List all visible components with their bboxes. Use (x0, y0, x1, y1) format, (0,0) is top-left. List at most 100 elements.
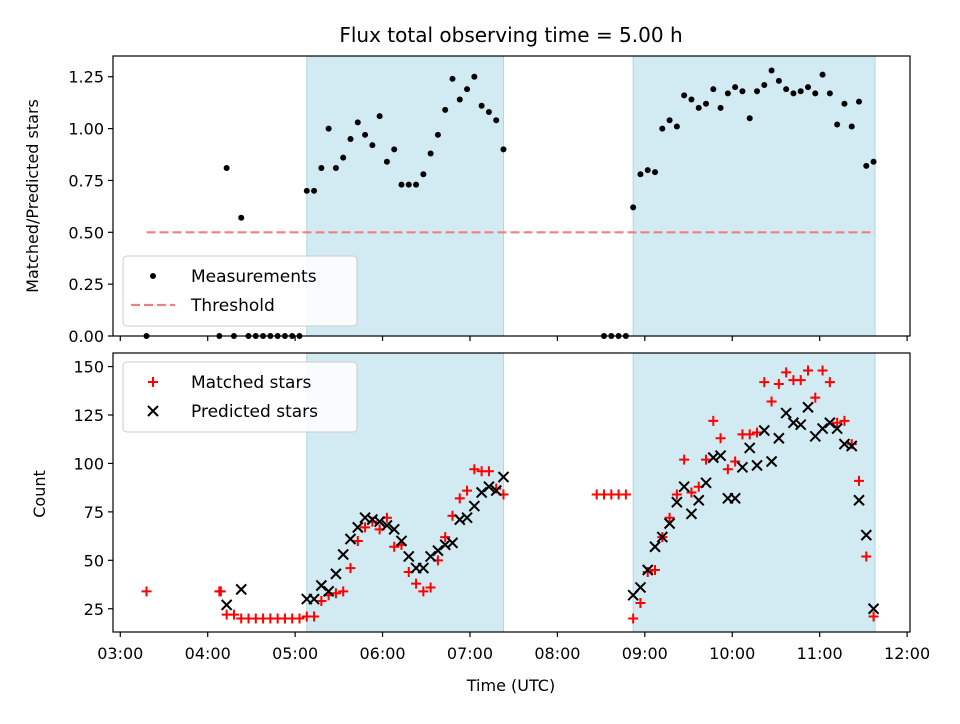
y-tick-label: 125 (73, 406, 104, 425)
measurement-point (644, 167, 651, 174)
measurement-point (434, 131, 441, 138)
predicted-stars-point (381, 519, 393, 532)
matched-stars-point (628, 613, 639, 624)
predicted-stars-point (461, 511, 473, 524)
matched-stars-point (425, 582, 436, 593)
matched-stars-point (330, 588, 341, 599)
measurement-point (673, 123, 680, 130)
measurement-point (471, 73, 478, 80)
predicted-stars-point (744, 442, 756, 454)
x-tick-label: 04:00 (185, 644, 231, 663)
measurement-point (724, 90, 731, 97)
predicted-stars-point (773, 432, 785, 444)
measurement-point (754, 88, 761, 95)
matched-stars-point (483, 466, 494, 477)
legend-label: Predicted stars (191, 402, 318, 422)
matched-stars-point (345, 563, 356, 574)
measurement-point (870, 158, 877, 165)
predicted-stars-point (373, 515, 386, 528)
predicted-stars-point (642, 564, 654, 576)
measurement-point (688, 96, 695, 103)
legend-label: Measurements (191, 267, 317, 287)
legend-marker (147, 405, 159, 417)
predicted-stars-point (802, 401, 814, 413)
matched-stars-point (462, 485, 473, 496)
measurement-point (856, 98, 863, 105)
matched-stars-point (861, 551, 872, 562)
predicted-stars-point (693, 494, 705, 506)
measurement-point (347, 135, 354, 142)
predicted-stars-point (235, 583, 247, 596)
measurement-point (863, 162, 870, 169)
predicted-stars-point (308, 593, 320, 605)
measurement-point (376, 113, 383, 120)
measurement-point (303, 187, 310, 194)
matched-stars-point (418, 586, 429, 597)
measurement-point (739, 88, 746, 95)
measurement-point (746, 115, 753, 122)
legend-label: Matched stars (191, 373, 311, 393)
matched-stars-point (338, 586, 349, 597)
legend-marker (150, 273, 156, 279)
matched-stars-point (469, 464, 480, 475)
legend: Measurements Threshold (122, 255, 358, 327)
predicted-stars-point (483, 480, 495, 493)
x-tick-label: 10:00 (709, 644, 755, 663)
y-tick-label: 0.25 (68, 275, 104, 294)
matched-stars-point (832, 417, 843, 428)
predicted-stars-point (685, 508, 698, 520)
predicted-stars-point (468, 500, 481, 512)
matched-stars-point (708, 415, 719, 426)
measurement-point (659, 125, 666, 132)
matched-stars-point (803, 365, 814, 376)
predicted-stars-point (816, 422, 829, 435)
predicted-stars-point (860, 529, 872, 541)
matched-stars-point (868, 611, 879, 622)
y-tick-label: 0.00 (68, 327, 104, 346)
matched-stars-point (766, 396, 777, 407)
matched-stars-point (440, 532, 451, 543)
matched-stars-point (664, 512, 675, 523)
measurement-point (681, 92, 688, 99)
ratio-panel: 0.00 0.25 0.50 0.75 1.00 1.25 Measurements Thre… (68, 55, 911, 346)
x-tick-label: 12:00 (884, 644, 930, 663)
observing-interval-shade (633, 353, 876, 632)
matched-stars-point (360, 522, 371, 533)
matched-stars-point (730, 456, 741, 467)
matched-stars-point (389, 541, 400, 552)
predicted-stars-point (671, 496, 683, 508)
measurement-point (805, 84, 812, 91)
matched-stars-point (810, 392, 821, 403)
predicted-stars-point (831, 422, 843, 435)
legend-marker (148, 377, 158, 387)
measurement-point (391, 146, 398, 153)
matched-stars-point (759, 377, 770, 388)
chart-title: Flux total observing time = 5.00 h (339, 23, 682, 47)
predicted-stars-point (846, 440, 858, 452)
y-tick-label: 50 (84, 551, 104, 570)
measurement-point (325, 125, 332, 132)
axes-frame (112, 352, 911, 633)
matched-stars-point (744, 429, 755, 440)
predicted-stars-point (634, 581, 647, 594)
legend-label: Threshold (190, 296, 275, 316)
matched-stars-point (679, 454, 690, 465)
x-tick-label: 05:00 (272, 644, 318, 663)
matched-stars-point (650, 565, 661, 575)
measurement-point (637, 171, 644, 178)
predicted-stars-point (330, 568, 342, 580)
predicted-stars-point (490, 484, 502, 497)
measurement-point (442, 106, 449, 113)
matched-stars-point (752, 427, 763, 438)
measurement-point (420, 171, 427, 178)
predicted-stars-point (751, 459, 763, 472)
predicted-stars-point (729, 492, 741, 505)
matched-stars-point (671, 489, 682, 500)
predicted-stars-point (352, 521, 364, 534)
measurement-point (362, 131, 369, 138)
x-tick-label: 06:00 (359, 644, 405, 663)
predicted-stars-point (824, 417, 836, 429)
measurement-point (790, 90, 797, 97)
measurement-point (834, 121, 841, 128)
